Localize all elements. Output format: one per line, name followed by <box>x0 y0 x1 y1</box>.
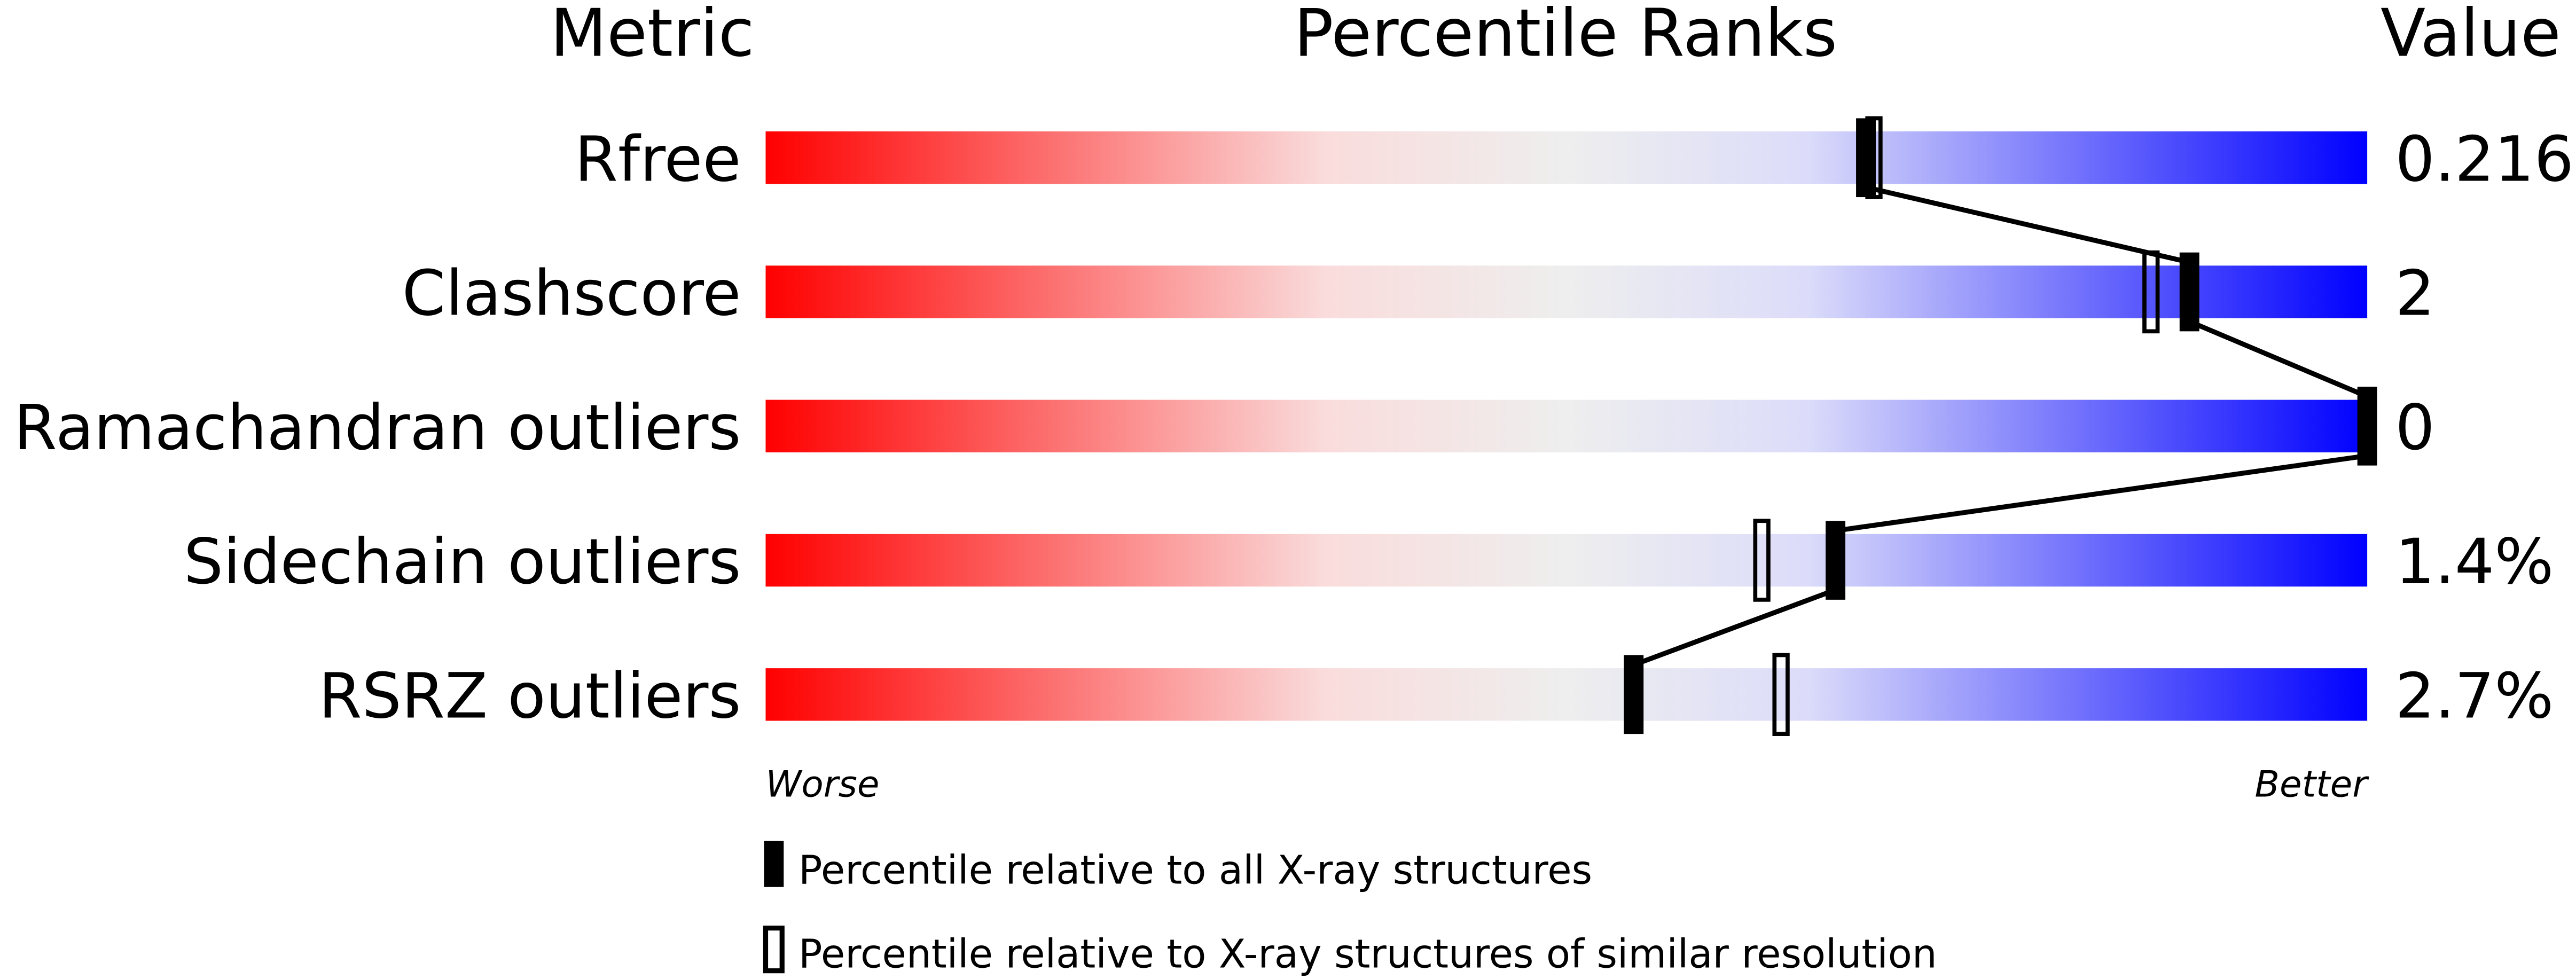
percentile-bar <box>765 534 2368 587</box>
metric-value: 0.216 <box>2395 123 2574 195</box>
connector-line <box>1835 453 2368 534</box>
metric-label: Sidechain outliers <box>184 526 741 598</box>
percentile-bar <box>765 400 2368 452</box>
metric-label: Ramachandran outliers <box>13 391 741 464</box>
similar-resolution-marker <box>2142 250 2160 334</box>
better-label: Better <box>2255 763 2370 805</box>
legend-all: Percentile relative to all X-ray structu… <box>798 848 1592 894</box>
connector-line <box>2188 319 2368 399</box>
all-structures-marker <box>1856 118 1876 198</box>
header-percentile-ranks: Percentile Ranks <box>1294 0 1837 72</box>
metric-label: Clashscore <box>402 257 741 330</box>
metric-label: RSRZ outliers <box>318 660 741 732</box>
percentile-bar <box>765 265 2368 318</box>
header-metric: Metric <box>550 0 754 72</box>
legend-hollow-marker <box>763 926 785 974</box>
legend-similar: Percentile relative to X-ray structures … <box>798 931 1937 977</box>
metric-value: 2.7% <box>2395 660 2554 732</box>
all-structures-marker <box>1826 521 1846 600</box>
legend-filled-marker <box>764 841 784 887</box>
similar-resolution-marker <box>1753 519 1771 602</box>
metric-value: 2 <box>2395 257 2434 330</box>
percentile-bar <box>765 668 2368 721</box>
all-structures-marker <box>2179 252 2199 332</box>
worse-label: Worse <box>765 763 879 805</box>
similar-resolution-marker <box>1772 653 1790 736</box>
metric-label: Rfree <box>575 123 741 195</box>
all-structures-marker <box>2357 386 2377 466</box>
percentile-bar <box>765 131 2368 184</box>
metric-value: 0 <box>2395 391 2434 464</box>
all-structures-marker <box>1624 655 1644 734</box>
connector-line <box>1865 185 2190 265</box>
connector-line <box>1633 588 1837 668</box>
metric-value: 1.4% <box>2395 526 2554 598</box>
header-value: Value <box>2381 0 2561 72</box>
